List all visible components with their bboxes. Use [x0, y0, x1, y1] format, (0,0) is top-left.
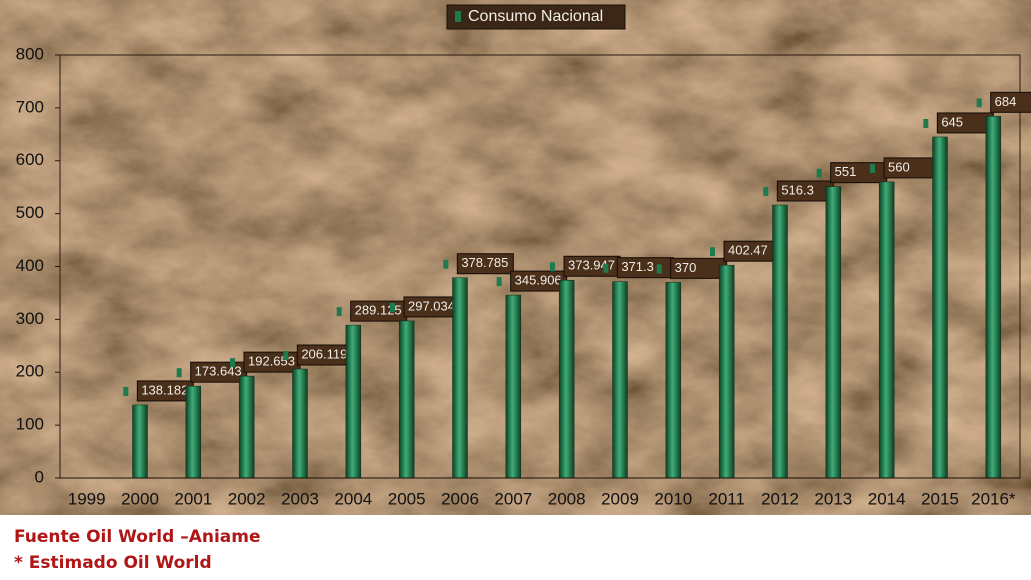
bar — [452, 277, 468, 479]
y-tick-label: 0 — [35, 467, 44, 486]
x-tick-label: 2014 — [868, 489, 906, 508]
value-label: 192.653 — [248, 354, 295, 369]
value-label-key — [763, 187, 769, 197]
value-label-key — [923, 118, 929, 128]
value-label-key — [283, 351, 289, 361]
y-tick-label: 600 — [16, 150, 44, 169]
y-tick-label: 400 — [16, 256, 44, 275]
bar — [985, 116, 1002, 479]
value-label: 297.034 — [408, 298, 455, 313]
bar — [505, 294, 522, 479]
x-tick-label: 2000 — [121, 489, 159, 508]
y-tick-label: 100 — [16, 415, 44, 434]
x-tick-label: 2001 — [174, 489, 212, 508]
bar — [558, 280, 575, 479]
bar — [878, 181, 895, 479]
legend: Consumo Nacional — [446, 4, 626, 30]
value-label-key — [603, 263, 609, 273]
bar — [718, 264, 735, 479]
bar — [825, 186, 842, 479]
bar — [932, 136, 948, 479]
value-label-key — [336, 307, 342, 317]
value-label: 684 — [995, 94, 1017, 109]
bar — [132, 404, 148, 479]
value-label: 138.182 — [141, 382, 188, 397]
value-label-key — [656, 264, 662, 274]
y-tick-label: 800 — [16, 44, 44, 63]
value-label: 551 — [835, 164, 857, 179]
value-label-key — [710, 247, 715, 257]
x-tick-label: 2003 — [281, 489, 319, 508]
value-label-key — [816, 168, 822, 178]
x-tick-label: 2012 — [761, 489, 799, 508]
footnote: * Estimado Oil World — [14, 553, 212, 573]
value-label: 373.947 — [568, 258, 615, 273]
value-label: 516.3 — [781, 182, 814, 197]
x-tick-label: 2005 — [388, 489, 426, 508]
value-label-key — [230, 358, 235, 368]
x-tick-label: 2009 — [601, 489, 639, 508]
value-label-key — [176, 368, 182, 378]
value-label: 645 — [941, 114, 963, 129]
value-label-box — [990, 91, 1031, 113]
x-tick-label: 1999 — [68, 489, 106, 508]
x-tick-label: 2011 — [708, 489, 745, 508]
x-tick-label: 2004 — [334, 489, 372, 508]
value-label-key — [496, 277, 502, 287]
x-tick-label: 2007 — [494, 489, 532, 508]
bar — [345, 324, 362, 479]
x-tick-label: 2013 — [814, 489, 852, 508]
value-label: 378.785 — [461, 255, 508, 270]
y-tick-label: 700 — [16, 97, 44, 116]
value-label: 560 — [888, 159, 910, 174]
value-label-key — [976, 98, 982, 108]
y-tick-label: 300 — [16, 309, 44, 328]
value-label: 345.906 — [515, 273, 562, 288]
bar — [292, 368, 308, 479]
value-label: 206.119 — [301, 346, 347, 361]
value-label-box — [456, 253, 514, 275]
legend-key — [455, 11, 461, 22]
legend-label: Consumo Nacional — [468, 8, 603, 25]
legend-box — [446, 4, 626, 30]
bar — [772, 204, 788, 479]
bar — [238, 375, 255, 479]
x-tick-label: 2010 — [654, 489, 692, 508]
x-tick-label: 2006 — [441, 489, 479, 508]
bar — [185, 385, 202, 479]
y-tick-label: 200 — [16, 362, 44, 381]
value-label: 173.643 — [195, 364, 242, 379]
x-tick-label: 2015 — [921, 489, 959, 508]
value-label-key — [443, 259, 449, 269]
value-label-key — [550, 262, 555, 272]
x-tick-label: 2016* — [971, 489, 1016, 508]
x-tick-label: 2008 — [548, 489, 586, 508]
x-tick-label: 2002 — [228, 489, 266, 508]
value-label: 289.125 — [355, 303, 402, 318]
bar — [665, 282, 682, 479]
value-label: 370 — [675, 260, 697, 275]
value-label: 371.3 — [621, 259, 654, 274]
bar — [612, 281, 628, 479]
value-label-key — [390, 302, 395, 312]
value-label: 402.47 — [728, 243, 768, 258]
value-label-key — [870, 163, 875, 173]
y-tick-label: 500 — [16, 203, 44, 222]
bar — [398, 320, 415, 479]
value-label-key — [123, 386, 129, 396]
footnote: Fuente Oil World –Aniame — [14, 527, 261, 547]
